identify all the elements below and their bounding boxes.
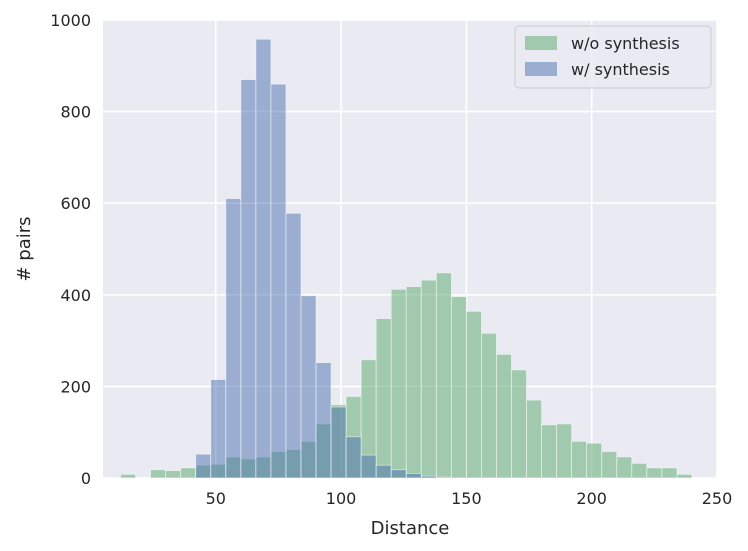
grid-lines [103, 19, 718, 479]
bar-series-1-bin-12 [375, 464, 392, 479]
x-tick-label-4: 250 [702, 489, 733, 508]
x-tick-label-3: 200 [576, 489, 607, 508]
bars-group [120, 38, 693, 479]
series-1 [195, 38, 452, 479]
bar-series-0-bin-0 [120, 473, 136, 479]
x-tick-labels: 50 100 150 200 250 [206, 489, 733, 508]
bar-series-1-bin-15 [420, 475, 437, 479]
bar-series-1-bin-13 [390, 469, 407, 479]
bar-series-0-bin-25 [496, 353, 512, 479]
bar-series-0-bin-23 [465, 310, 482, 479]
x-tick-label-1: 100 [326, 489, 357, 508]
bar-series-0-bin-22 [450, 296, 467, 479]
bar-series-1-bin-3 [240, 79, 257, 479]
bar-series-1-bin-0 [195, 453, 212, 479]
bar-series-0-bin-24 [481, 332, 497, 479]
legend-swatch-1 [525, 62, 557, 76]
bar-series-0-bin-21 [435, 272, 452, 479]
bar-series-1-bin-14 [405, 473, 422, 479]
x-tick-label-0: 50 [206, 489, 226, 508]
bar-series-0-bin-35 [646, 467, 663, 479]
bar-series-0-bin-18 [390, 288, 407, 479]
legend: w/o synthesis w/ synthesis [514, 25, 712, 89]
y-tick-label-4: 800 [60, 103, 91, 122]
bar-series-0-bin-26 [511, 369, 527, 479]
x-tick-label-2: 150 [451, 489, 482, 508]
bar-series-1-bin-4 [255, 38, 272, 479]
bar-series-1-bin-1 [210, 379, 227, 479]
bar-series-0-bin-31 [586, 442, 603, 479]
legend-label-0: w/o synthesis [571, 34, 680, 53]
bar-series-0-bin-19 [405, 286, 422, 479]
bar-series-1-bin-2 [225, 198, 242, 479]
bar-series-0-bin-37 [676, 473, 693, 479]
y-tick-label-3: 600 [60, 194, 91, 213]
bar-series-1-bin-16 [435, 476, 452, 479]
y-tick-label-5: 1000 [50, 11, 91, 30]
y-tick-label-1: 200 [60, 377, 91, 396]
legend-box [514, 25, 712, 89]
y-tick-label-2: 400 [60, 286, 91, 305]
bar-series-0-bin-30 [571, 440, 588, 479]
bar-series-1-bin-6 [285, 212, 302, 479]
bar-series-0-bin-29 [556, 423, 573, 479]
bar-series-1-bin-5 [270, 83, 287, 479]
bar-series-0-bin-2 [150, 469, 167, 479]
y-axis-label: # pairs [14, 216, 35, 281]
bar-series-0-bin-4 [180, 467, 197, 479]
bar-series-0-bin-34 [631, 462, 648, 479]
bar-series-1-bin-11 [360, 454, 377, 479]
bar-series-0-bin-27 [526, 399, 542, 479]
legend-swatch-0 [525, 36, 557, 50]
bar-series-0-bin-32 [601, 451, 618, 479]
bar-series-0-bin-17 [375, 318, 392, 479]
bar-series-1-bin-9 [330, 406, 347, 479]
bar-series-0-bin-20 [420, 279, 437, 479]
y-tick-labels: 0 200 400 600 800 1000 [50, 11, 91, 488]
bar-series-1-bin-8 [315, 362, 332, 479]
bar-series-0-bin-36 [661, 467, 678, 479]
legend-label-1: w/ synthesis [571, 60, 670, 79]
x-axis-label: Distance [371, 518, 450, 539]
bar-series-0-bin-28 [541, 424, 558, 479]
bar-series-1-bin-7 [300, 295, 317, 479]
bar-series-1-bin-10 [345, 436, 362, 479]
y-tick-label-0: 0 [81, 469, 91, 488]
bar-series-0-bin-3 [165, 470, 182, 479]
bar-series-0-bin-33 [616, 456, 633, 479]
